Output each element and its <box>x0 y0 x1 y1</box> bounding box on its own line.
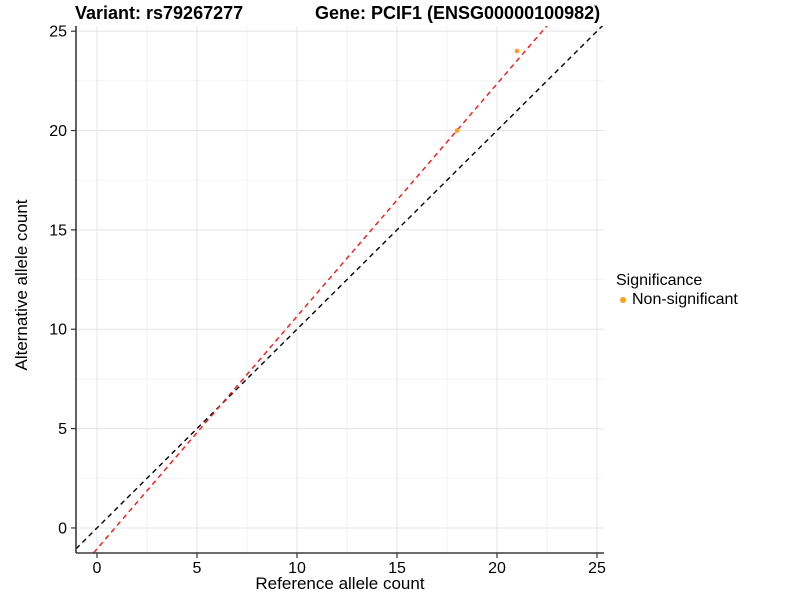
y-tick-label: 25 <box>49 24 67 41</box>
legend-title: Significance <box>616 272 703 289</box>
y-tick-label: 20 <box>49 123 67 140</box>
identity-line <box>76 26 604 550</box>
legend-item-label: Non-significant <box>632 291 738 308</box>
x-tick-label: 5 <box>193 560 202 577</box>
x-tick-label: 10 <box>288 560 306 577</box>
legend-item: Non-significant <box>616 291 738 309</box>
data-point <box>454 128 460 133</box>
x-tick-label: 25 <box>588 560 606 577</box>
plot-title-variant: Variant: rs79267277 <box>75 3 244 23</box>
y-tick-label: 0 <box>58 520 67 537</box>
x-tick-label: 15 <box>388 560 406 577</box>
legend: Significance Non-significant <box>616 271 738 309</box>
x-tick-label: 20 <box>488 560 506 577</box>
legend-key-dot-icon <box>620 297 626 303</box>
y-tick-label: 5 <box>58 421 67 438</box>
x-tick-label: 0 <box>93 560 102 577</box>
y-axis-title: Alternative allele count <box>12 199 31 371</box>
x-axis-title: Reference allele count <box>255 574 425 593</box>
plot-title-gene: Gene: PCIF1 (ENSG00000100982) <box>315 3 601 23</box>
y-tick-label: 15 <box>49 222 67 239</box>
y-tick-label: 10 <box>49 322 67 339</box>
data-point <box>514 48 520 54</box>
